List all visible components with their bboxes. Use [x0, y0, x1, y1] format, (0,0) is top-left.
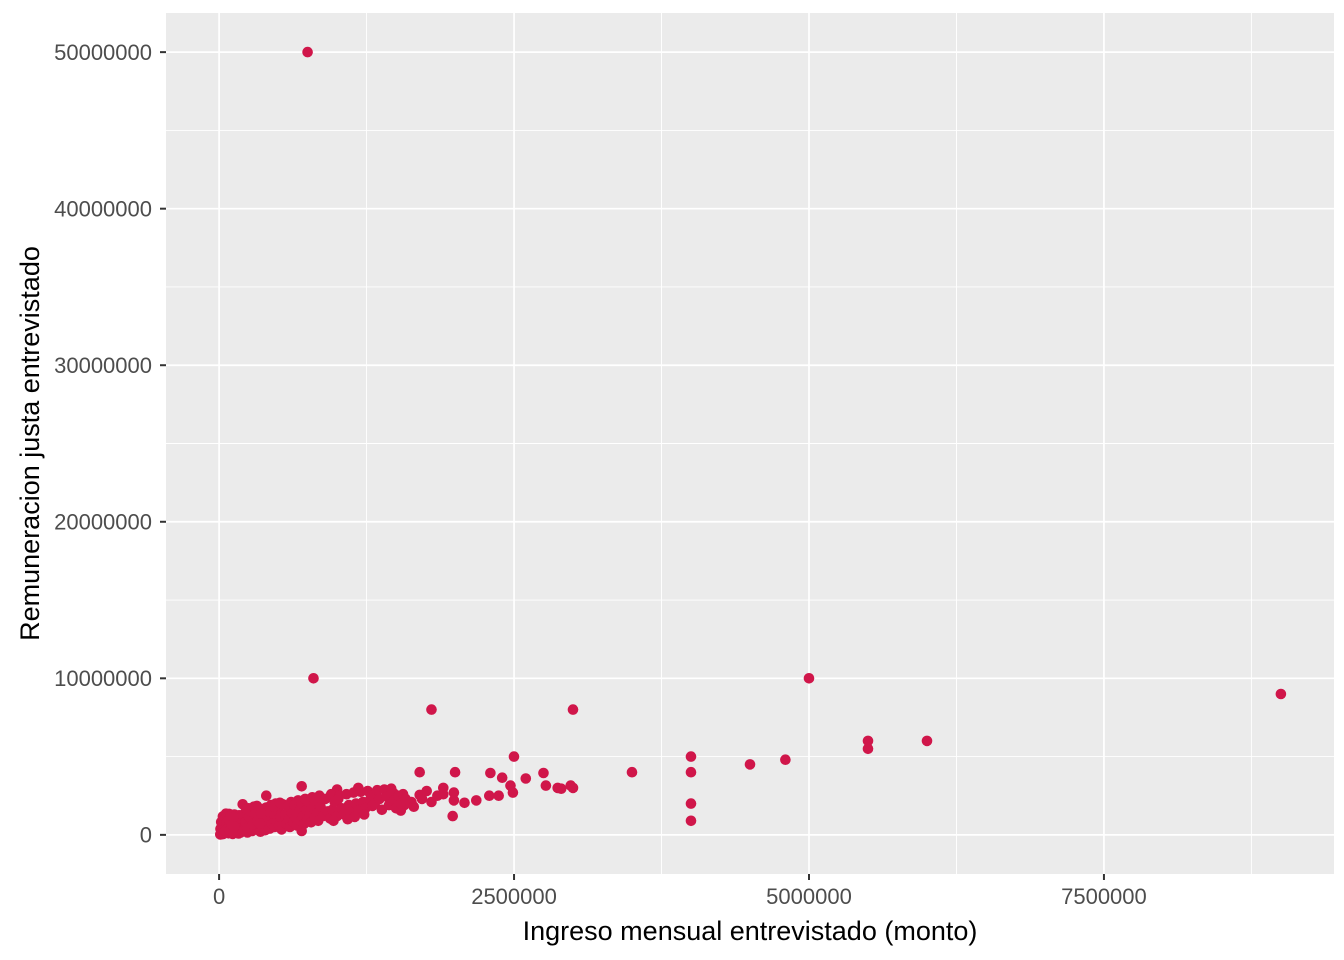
y-tick-label: 20000000: [54, 509, 152, 534]
data-point: [780, 754, 791, 765]
data-point: [685, 815, 697, 827]
y-tick-label: 10000000: [54, 666, 152, 691]
data-point: [416, 793, 428, 805]
data-point: [296, 781, 308, 792]
y-axis-title-text: Remuneracion justa entrevistado: [14, 245, 45, 641]
data-point: [685, 751, 697, 762]
y-tick-label: 50000000: [54, 40, 152, 65]
data-point: [540, 780, 552, 791]
x-tick-label: 0: [213, 884, 225, 909]
data-point: [255, 807, 267, 819]
data-point: [496, 772, 508, 783]
x-tick-label: 2500000: [471, 884, 557, 909]
data-point: [228, 821, 240, 832]
data-point: [493, 790, 505, 801]
data-point: [567, 704, 579, 715]
data-point: [484, 790, 495, 801]
data-point: [358, 809, 370, 820]
data-point: [308, 673, 319, 684]
data-point: [862, 743, 874, 755]
data-point: [538, 767, 549, 779]
data-point: [414, 766, 426, 778]
data-point: [508, 751, 520, 762]
y-tick-label: 30000000: [54, 353, 152, 378]
data-point: [803, 673, 815, 684]
data-point: [565, 780, 576, 791]
data-point: [459, 797, 470, 809]
y-tick-label: 40000000: [54, 196, 152, 221]
data-point: [254, 818, 266, 829]
data-point: [921, 735, 933, 747]
x-tick-label: 5000000: [766, 884, 852, 909]
data-point: [408, 801, 420, 812]
x-axis-title: Ingreso mensual entrevistado (monto): [522, 916, 978, 946]
data-point: [485, 767, 496, 779]
data-point: [302, 46, 313, 58]
data-point: [448, 787, 460, 798]
data-point: [862, 735, 874, 747]
data-point: [349, 811, 361, 823]
data-point: [685, 766, 697, 778]
y-tick-label: 0: [140, 823, 152, 848]
data-point: [386, 783, 397, 794]
data-point: [1275, 688, 1287, 700]
data-point: [426, 704, 437, 715]
data-point: [421, 785, 433, 797]
data-point: [448, 795, 460, 806]
data-point: [626, 766, 638, 778]
data-point: [471, 795, 482, 806]
data-point: [333, 793, 344, 805]
data-point: [400, 793, 411, 805]
data-point: [328, 815, 339, 827]
data-point: [685, 798, 697, 809]
x-tick-label: 7500000: [1061, 884, 1147, 909]
data-point: [744, 759, 756, 770]
data-point: [552, 782, 563, 794]
data-point: [449, 766, 461, 778]
data-point: [507, 787, 519, 798]
data-point: [520, 773, 532, 784]
data-point: [447, 810, 459, 822]
data-point: [438, 788, 449, 800]
data-point: [228, 812, 239, 823]
data-point: [261, 790, 272, 801]
